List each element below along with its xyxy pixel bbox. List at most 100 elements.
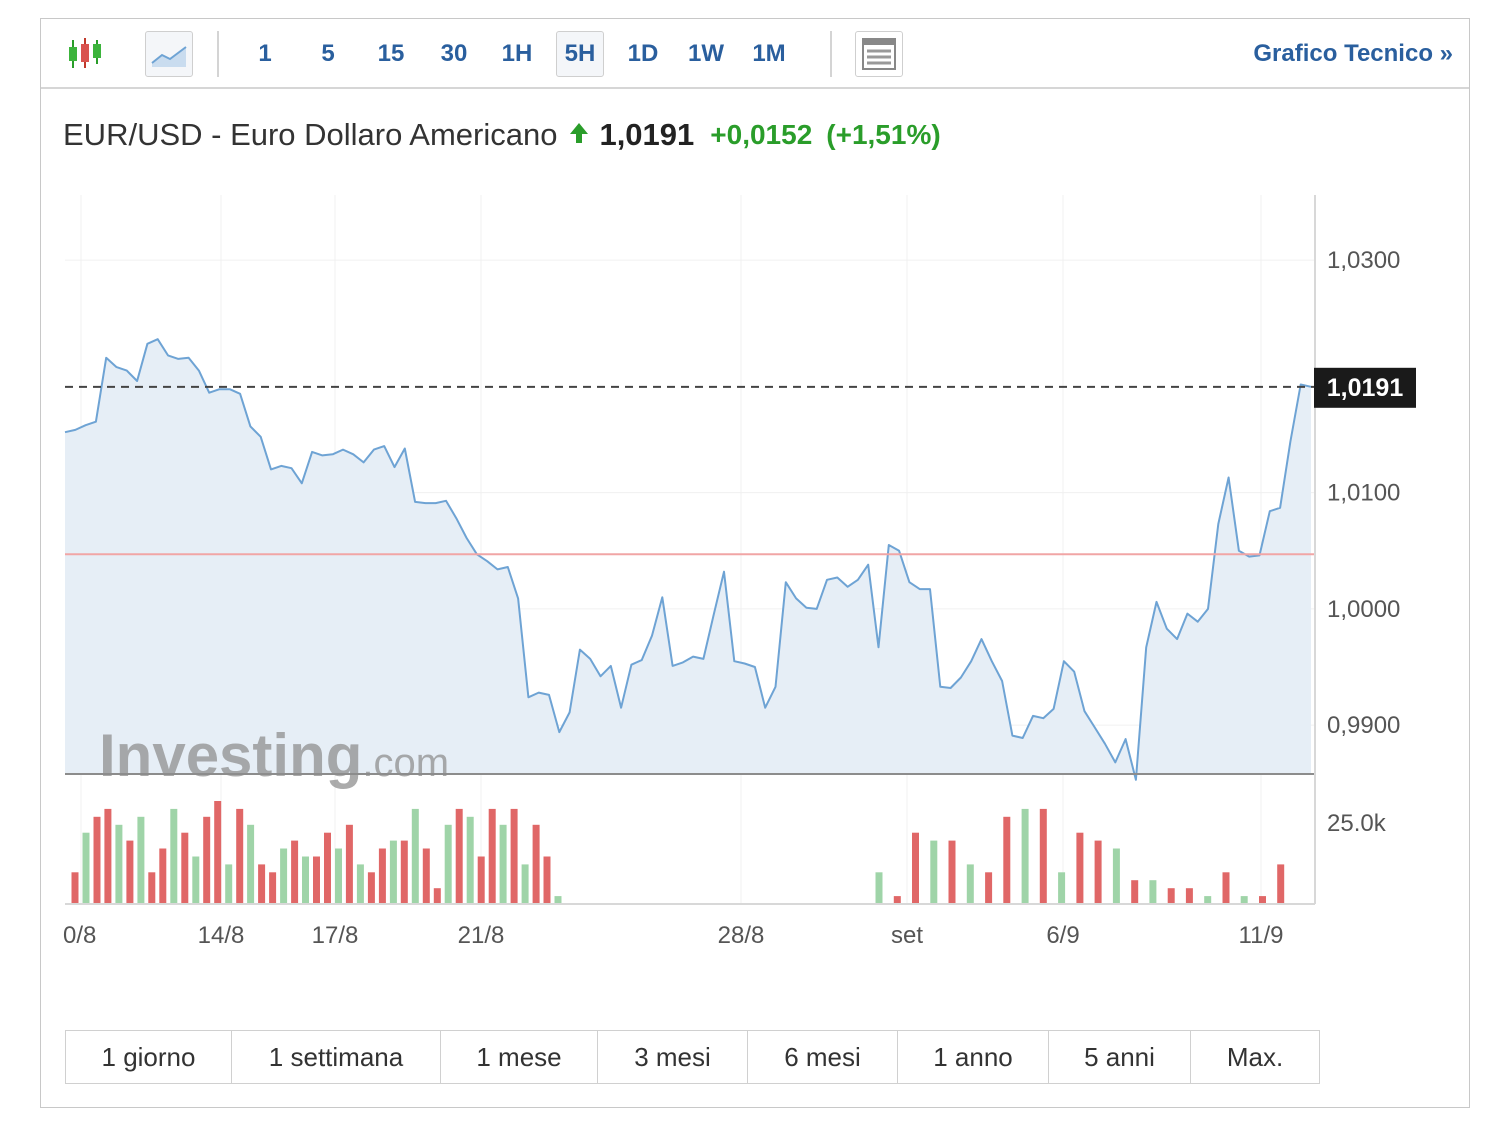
volume-bar: [1185, 888, 1193, 904]
volume-bar: [554, 896, 562, 904]
volume-bar: [291, 840, 299, 904]
last-price: 1,0191: [599, 117, 695, 152]
volume-bar: [985, 872, 993, 904]
line-chart-glyph: [151, 46, 187, 67]
volume-bar: [1076, 832, 1084, 904]
candlestick-chart-icon[interactable]: [61, 31, 109, 77]
y-tick-label: 1,0000: [1327, 596, 1400, 623]
volume-bar: [258, 864, 266, 904]
volume-bar: [1039, 808, 1047, 904]
volume-bar: [444, 824, 452, 904]
y-tick-label: 0,9900: [1327, 712, 1400, 739]
timeframe-30[interactable]: 30: [440, 40, 468, 67]
volume-bar: [1131, 880, 1139, 904]
current-price-label: 1,0191: [1327, 374, 1404, 402]
volume-bar: [1277, 864, 1285, 904]
range-5-years[interactable]: 5 anni: [1049, 1031, 1191, 1083]
volume-bar: [477, 856, 485, 904]
volume-bar: [148, 872, 156, 904]
timeframe-1m[interactable]: 1M: [752, 40, 786, 67]
range-3-months[interactable]: 3 mesi: [598, 1031, 748, 1083]
technical-chart-link[interactable]: Grafico Tecnico »: [1253, 40, 1453, 67]
volume-bar: [126, 840, 134, 904]
volume-bar: [1058, 872, 1066, 904]
volume-bar: [302, 856, 309, 904]
price-change: +0,0152: [710, 119, 813, 150]
volume-bar: [499, 824, 507, 904]
volume-bar: [893, 896, 901, 904]
x-tick-label: 14/8: [198, 922, 245, 949]
x-tick-label: 21/8: [458, 922, 505, 949]
volume-bar: [367, 872, 375, 904]
volume-bar: [543, 856, 551, 904]
volume-bar: [1222, 872, 1230, 904]
volume-bar: [225, 864, 233, 904]
timeframe-1d[interactable]: 1D: [627, 40, 659, 67]
x-tick-label: 6/9: [1046, 922, 1079, 949]
timeframe-1[interactable]: 1: [258, 40, 272, 67]
timeframe-15[interactable]: 15: [377, 40, 405, 67]
range-selector: 1 giorno 1 settimana 1 mese 3 mesi 6 mes…: [65, 1030, 1320, 1084]
y-tick-label: 1,0300: [1327, 247, 1400, 274]
price-change-percent: (+1,51%): [826, 119, 941, 150]
volume-bar: [181, 832, 189, 904]
volume-bar: [433, 888, 441, 904]
volume-bar: [159, 848, 167, 904]
volume-bar: [335, 848, 342, 904]
toolbar-divider: [830, 31, 832, 77]
volume-bar: [324, 832, 331, 904]
volume-bar: [137, 816, 145, 904]
volume-bar: [93, 816, 101, 904]
volume-bar: [521, 864, 529, 904]
line-chart-icon[interactable]: [145, 31, 193, 77]
timeframe-5h[interactable]: 5H: [556, 31, 604, 77]
volume-bar: [313, 856, 320, 904]
volume-bar: [455, 808, 463, 904]
range-1-month[interactable]: 1 mese: [441, 1031, 598, 1083]
volume-bar: [532, 824, 540, 904]
volume-bar: [466, 816, 474, 904]
chart-widget: 1 5 15 30 1H 5H 1D 1W 1M Grafico Tecnico…: [40, 18, 1470, 1108]
watermark-suffix: .com: [362, 741, 449, 785]
price-chart: Investing.com 1,0300 1,0100 1,0000 0,9900 25.…: [63, 195, 1416, 949]
volume-bar: [1021, 808, 1029, 904]
volume-bar: [1259, 896, 1266, 904]
volume-bar: [912, 832, 919, 904]
volume-bar: [1003, 816, 1011, 904]
volume-bar: [280, 848, 288, 904]
table-view-icon[interactable]: [855, 31, 903, 77]
instrument-name: EUR/USD - Euro Dollaro Americano: [63, 117, 558, 152]
volume-axis-label: 25.0k: [1327, 810, 1387, 837]
price-line: [64, 338, 1312, 781]
volume-bar: [411, 808, 419, 904]
volume-bar: [930, 840, 938, 904]
range-6-months[interactable]: 6 mesi: [748, 1031, 898, 1083]
volume-bar: [115, 824, 123, 904]
range-1-day[interactable]: 1 giorno: [66, 1031, 232, 1083]
current-price-tag: [1314, 367, 1416, 408]
range-1-year[interactable]: 1 anno: [898, 1031, 1049, 1083]
volume-bar: [1112, 848, 1120, 904]
volume-bar: [875, 872, 883, 904]
range-max[interactable]: Max.: [1226, 1042, 1284, 1072]
up-arrow-icon: [569, 121, 589, 150]
timeframe-5[interactable]: 5: [321, 40, 335, 67]
volume-bar: [1149, 880, 1157, 904]
range-1-week[interactable]: 1 settimana: [232, 1031, 441, 1083]
volume-bar: [247, 824, 255, 904]
x-tick-label: set: [891, 922, 923, 949]
volume-bar: [214, 801, 222, 904]
volume-bar: [422, 848, 430, 904]
volume-bar: [488, 808, 496, 904]
volume-bar: [345, 824, 353, 904]
x-tick-label: 28/8: [718, 922, 765, 949]
volume-bar: [1204, 896, 1212, 904]
volume-bar: [1167, 888, 1175, 904]
y-tick-label: 1,0100: [1327, 480, 1400, 507]
volume-bar: [236, 808, 244, 904]
price-area: [65, 339, 1311, 780]
timeframe-1h[interactable]: 1H: [501, 40, 533, 67]
x-tick-label: 11/9: [1239, 922, 1284, 949]
volume-bar: [170, 808, 178, 904]
timeframe-1w[interactable]: 1W: [688, 40, 724, 67]
